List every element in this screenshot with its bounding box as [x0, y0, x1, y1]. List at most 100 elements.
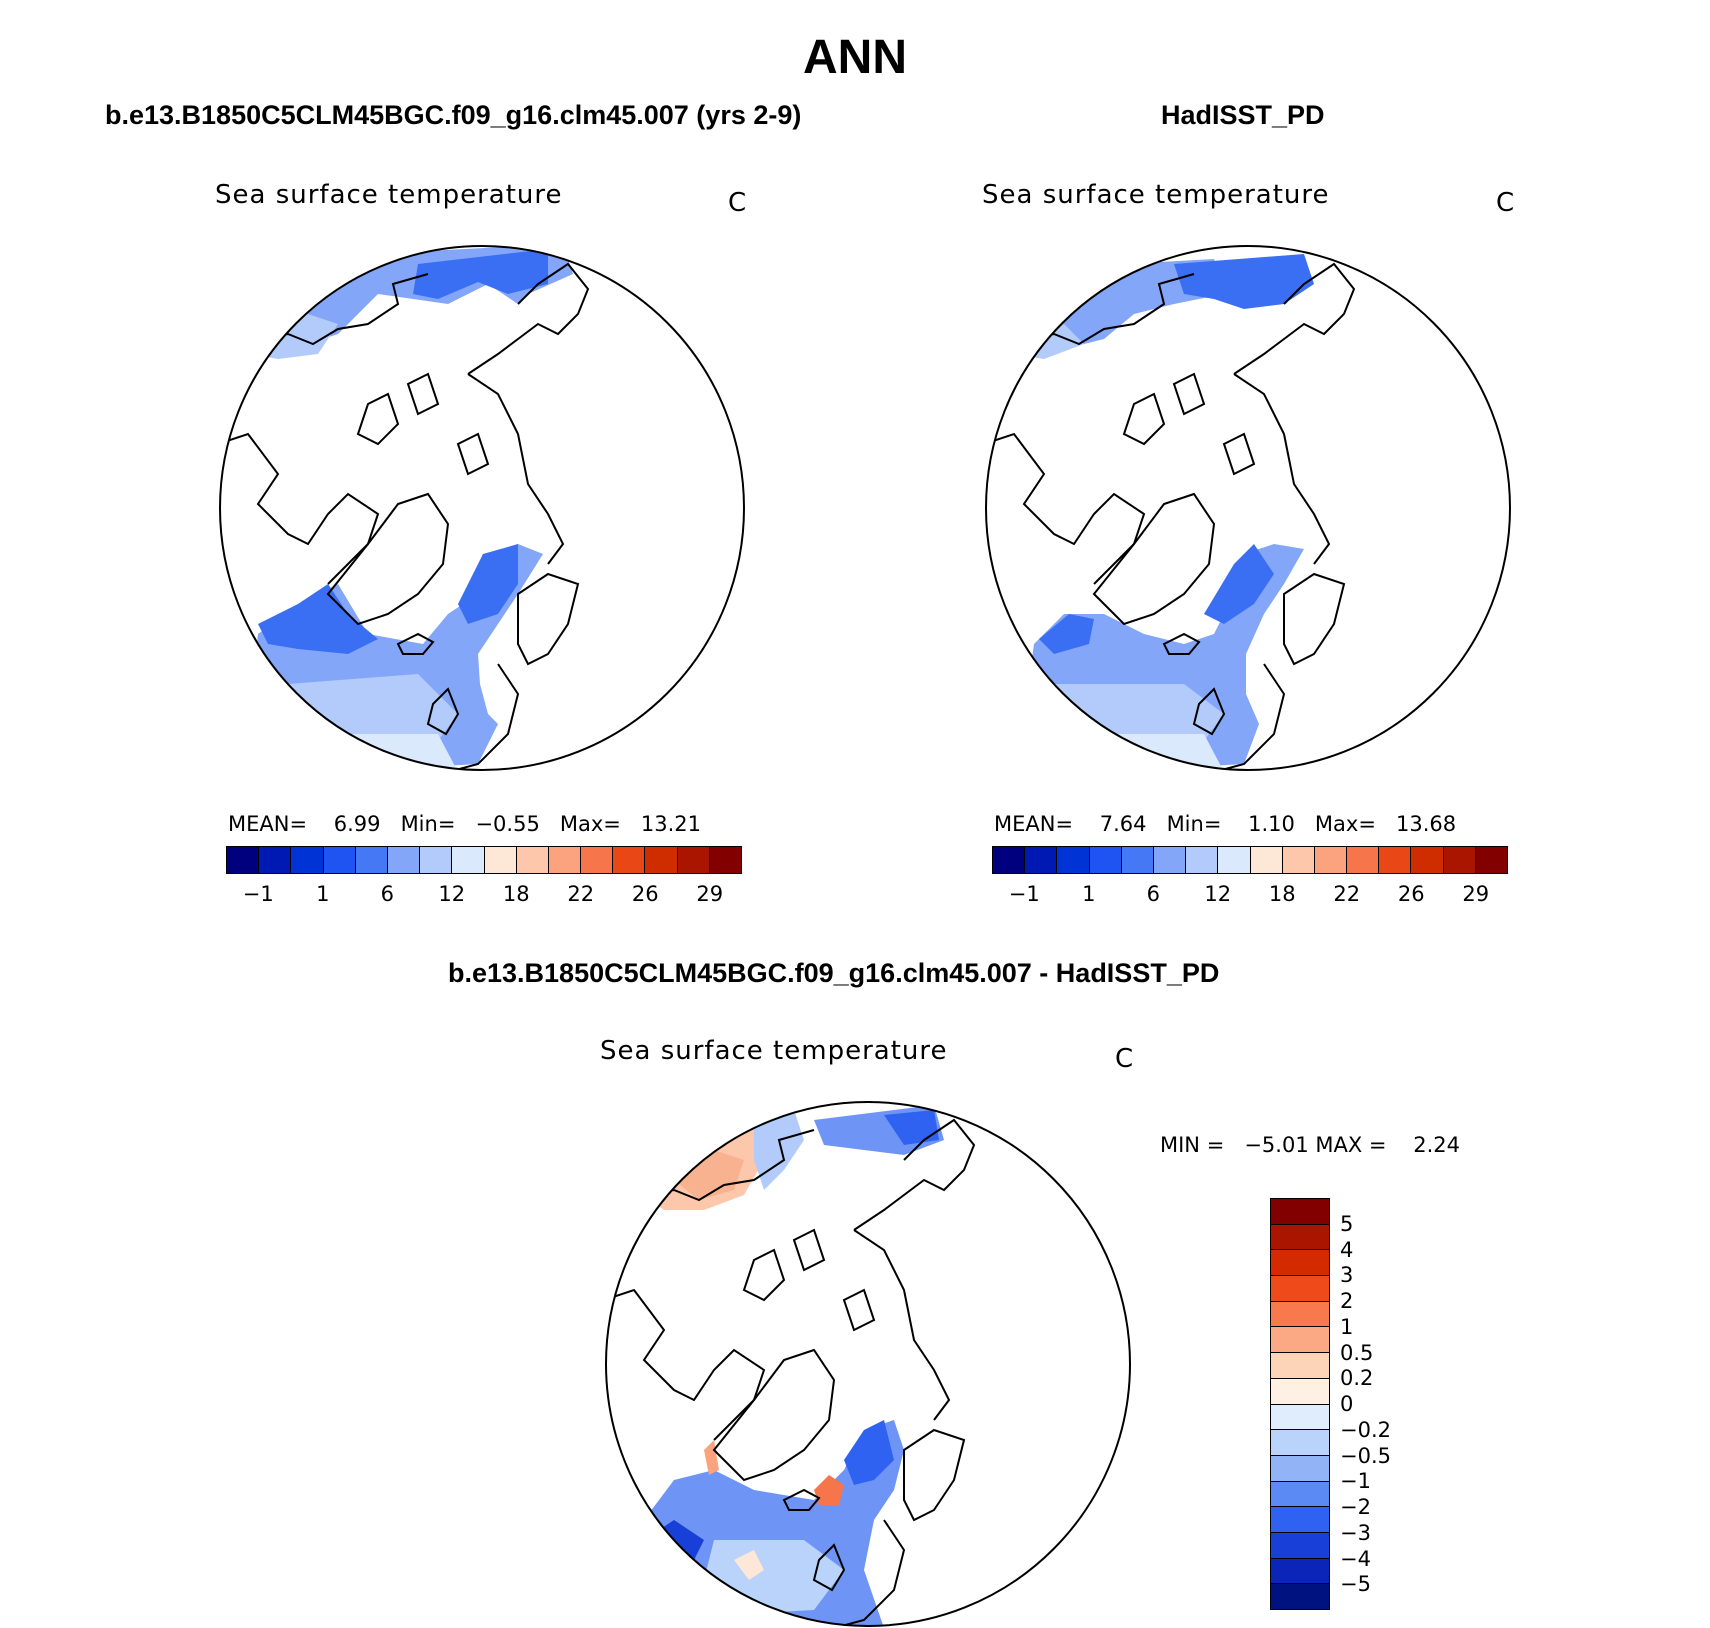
panel3-colorbar-swatch	[1271, 1301, 1329, 1328]
panel1-colorbar-tick-label: 26	[631, 882, 659, 906]
panel2-colorbar-tick-label: 12	[1204, 882, 1232, 906]
panel3-min-value: −5.01	[1244, 1133, 1309, 1157]
panel3-diff-bering-neg	[754, 1110, 804, 1190]
panel1-map	[219, 245, 745, 771]
panel1-coast-iceland	[396, 632, 435, 655]
panel2-coast-uk	[1192, 687, 1226, 736]
panel1-coast-russia-north	[467, 373, 565, 565]
panel3-colorbar-swatch	[1271, 1455, 1329, 1482]
panel1-colorbar-swatch	[677, 847, 710, 873]
panel1-colorbar-ticks: −1 1 6 12 18 22 26 29	[226, 882, 742, 908]
panel2-coastlines	[986, 262, 1356, 770]
panel1-colorbar-swatch	[613, 847, 646, 873]
panel3-colorbar-tick-label: 0.2	[1340, 1366, 1374, 1391]
panel1-colorbar-swatch	[484, 847, 517, 873]
panel3-colorbar-tick-label: 1	[1340, 1314, 1354, 1339]
panel2-coast-siberia	[1233, 262, 1356, 375]
panel1-units: C	[728, 188, 747, 218]
panel3-colorbar-tick-label: −4	[1340, 1546, 1371, 1571]
panel1-sst-labrador	[258, 584, 378, 654]
panel2-colorbar-swatch	[1282, 847, 1315, 873]
panel1-colorbar-swatch	[323, 847, 356, 873]
panel1-variable-title: Sea surface temperature	[215, 180, 563, 210]
panel3-min-label: MIN =	[1160, 1133, 1225, 1157]
panel2-sst-bering	[1174, 254, 1314, 309]
panel3-colorbar-swatch	[1271, 1481, 1329, 1508]
panel2-units: C	[1496, 188, 1515, 218]
panel3-colorbar-swatch	[1271, 1250, 1329, 1277]
panel2-coast-scandinavia	[1283, 572, 1346, 666]
panel3-colorbar-tick-label: 4	[1340, 1237, 1354, 1262]
panel3-map	[605, 1101, 1131, 1627]
panel1-max-label: Max=	[559, 812, 621, 836]
panel1-max-value: 13.21	[640, 812, 702, 836]
panel3-colorbar-swatch	[1271, 1276, 1329, 1302]
panel2-sst-labrador	[1039, 614, 1094, 654]
panel3-coast-scandinavia	[903, 1428, 966, 1522]
panel3-colorbar-tick-label: −1	[1340, 1469, 1371, 1494]
panel2-colorbar-swatch	[1025, 847, 1058, 873]
panel1-colorbar-tick-label: −1	[242, 882, 274, 906]
panel1-colorbar-swatch	[227, 847, 260, 873]
panel3-colorbar-tick-label: 5	[1340, 1211, 1354, 1236]
panel2-colorbar-swatch	[1443, 847, 1476, 873]
panel1-coast-scandinavia	[517, 572, 580, 666]
panel2-colorbar-tick-label: 18	[1268, 882, 1296, 906]
panel1-colorbar	[226, 846, 742, 874]
panel2-colorbar-ticks: −1 1 6 12 18 22 26 29	[992, 882, 1508, 908]
panel2-colorbar-swatch	[993, 847, 1026, 873]
panel1-sst-nordic	[458, 544, 518, 624]
panel2-colorbar-swatch	[1218, 847, 1251, 873]
panel1-case-title: b.e13.B1850C5CLM45BGC.f09_g16.clm45.007 …	[105, 100, 802, 130]
panel1-colorbar-swatch	[581, 847, 614, 873]
panel2-coast-russia-north	[1233, 373, 1331, 565]
panel3-colorbar-swatch	[1271, 1327, 1329, 1354]
panel3-stats: MIN = −5.01 MAX = 2.24	[1160, 1133, 1460, 1157]
panel1-colorbar-swatch	[355, 847, 388, 873]
panel1-coast-europe	[447, 663, 520, 770]
panel3-coast-arctic-islands	[742, 1228, 876, 1332]
panel2-mean-value: 7.64	[1099, 812, 1147, 836]
panel2-colorbar-tick-label: 6	[1146, 882, 1160, 906]
panel1-colorbar-swatch	[709, 847, 741, 873]
panel2-coast-greenland	[1092, 492, 1216, 626]
panel3-diff-chukchi-strong	[884, 1110, 939, 1145]
panel3-colorbar-swatch	[1271, 1507, 1329, 1533]
panel3-diff-iceland-positive	[814, 1475, 844, 1505]
panel1-colorbar-tick-label: 6	[380, 882, 394, 906]
panel2-stats: MEAN= 7.64 Min= 1.10 Max= 13.68	[994, 812, 1456, 836]
panel1-coast-siberia	[467, 262, 590, 375]
panel1-map-border	[219, 245, 745, 771]
panel3-colorbar-swatch	[1271, 1558, 1329, 1585]
panel1-colorbar-tick-label: 18	[502, 882, 530, 906]
panel2-colorbar	[992, 846, 1508, 874]
panel2-case-title: HadISST_PD	[1161, 100, 1325, 130]
panel3-case-title: b.e13.B1850C5CLM45BGC.f09_g16.clm45.007 …	[448, 958, 1220, 988]
panel3-units: C	[1115, 1044, 1134, 1074]
panel2-colorbar-tick-label: 22	[1333, 882, 1361, 906]
panel2-colorbar-swatch	[1475, 847, 1507, 873]
panel3-diff-labrador-strongest	[649, 1540, 679, 1575]
panel3-coast-russia-north	[853, 1229, 951, 1421]
panel3-diff-atlantic-positive	[734, 1550, 764, 1580]
panel3-variable-title: Sea surface temperature	[600, 1036, 948, 1066]
panel1-coastlines	[220, 262, 590, 770]
panel2-colorbar-swatch	[1379, 847, 1412, 873]
panel3-colorbar-ticks: 5 4 3 2 1 0.5 0.2 0 −0.2 −0.5 −1 −2 −3 −4 −5	[1340, 1198, 1420, 1610]
panel1-colorbar-swatch	[452, 847, 485, 873]
panel3-colorbar-swatch	[1271, 1199, 1329, 1225]
panel3-coast-siberia	[853, 1118, 976, 1231]
figure-title: ANN	[803, 31, 907, 84]
panel1-colorbar-tick-label: 22	[567, 882, 595, 906]
panel1-colorbar-tick-label: 12	[438, 882, 466, 906]
panel2-colorbar-tick-label: 29	[1462, 882, 1490, 906]
panel2-colorbar-swatch	[1121, 847, 1154, 873]
panel3-max-value: 2.24	[1413, 1133, 1460, 1157]
panel2-map-border	[985, 245, 1511, 771]
panel1-coast-arctic-islands	[356, 372, 490, 476]
panel2-coast-europe	[1213, 663, 1286, 770]
panel3-coast-alaska	[643, 1129, 815, 1202]
panel1-colorbar-swatch	[291, 847, 324, 873]
panel2-min-value: 1.10	[1248, 812, 1295, 836]
panel1-coast-uk	[426, 687, 460, 736]
